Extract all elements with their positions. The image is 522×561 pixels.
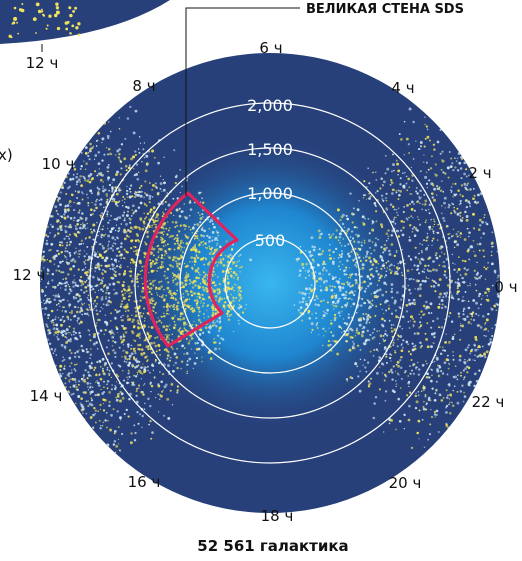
distance-label-1500: 1,500 <box>247 140 293 159</box>
inset-disk-edge <box>0 0 170 44</box>
hour-label-16: 16 ч <box>128 473 161 491</box>
distance-rings <box>89 102 451 464</box>
disk-inner-glow <box>120 133 420 433</box>
great-wall-outline <box>143 191 239 348</box>
distance-label-500: 500 <box>255 231 286 250</box>
galaxy-count-caption: 52 561 галактика <box>197 537 348 555</box>
callout-label: ВЕЛИКАЯ СТЕНА SDS <box>306 2 464 17</box>
ring-1500 <box>134 147 406 419</box>
distance-label-2000: 2,000 <box>247 96 293 115</box>
ring-2000 <box>89 102 451 464</box>
inset-fragment: 12 ч <box>0 0 170 72</box>
hour-label-2: 2 ч <box>468 164 491 182</box>
hour-label-18: 18 ч <box>261 507 294 525</box>
hour-label-10: 10 ч <box>42 155 75 173</box>
hour-label-6: 6 ч <box>259 39 282 57</box>
ring-500 <box>224 237 316 329</box>
hour-label-20: 20 ч <box>389 474 422 492</box>
hour-labels: 6 ч 8 ч 4 ч 10 ч 2 ч 12 ч 0 ч 14 ч 22 ч … <box>13 39 518 525</box>
hour-label-4: 4 ч <box>391 79 414 97</box>
survey-disk <box>40 53 500 513</box>
distance-labels: 500 1,000 1,500 2,000 <box>247 96 293 250</box>
hour-label-8: 8 ч <box>132 77 155 95</box>
callout-leader-line <box>185 7 300 196</box>
inset-hour-label: 12 ч <box>26 54 59 72</box>
hour-label-12: 12 ч <box>13 266 46 284</box>
hour-label-0: 0 ч <box>494 278 517 296</box>
fragment-left-text: х) <box>0 146 13 164</box>
hour-label-22: 22 ч <box>472 393 505 411</box>
ring-1000 <box>179 192 361 374</box>
inset-galaxy-dots <box>8 2 81 39</box>
distance-label-1000: 1,000 <box>247 184 293 203</box>
hour-label-14: 14 ч <box>30 387 63 405</box>
